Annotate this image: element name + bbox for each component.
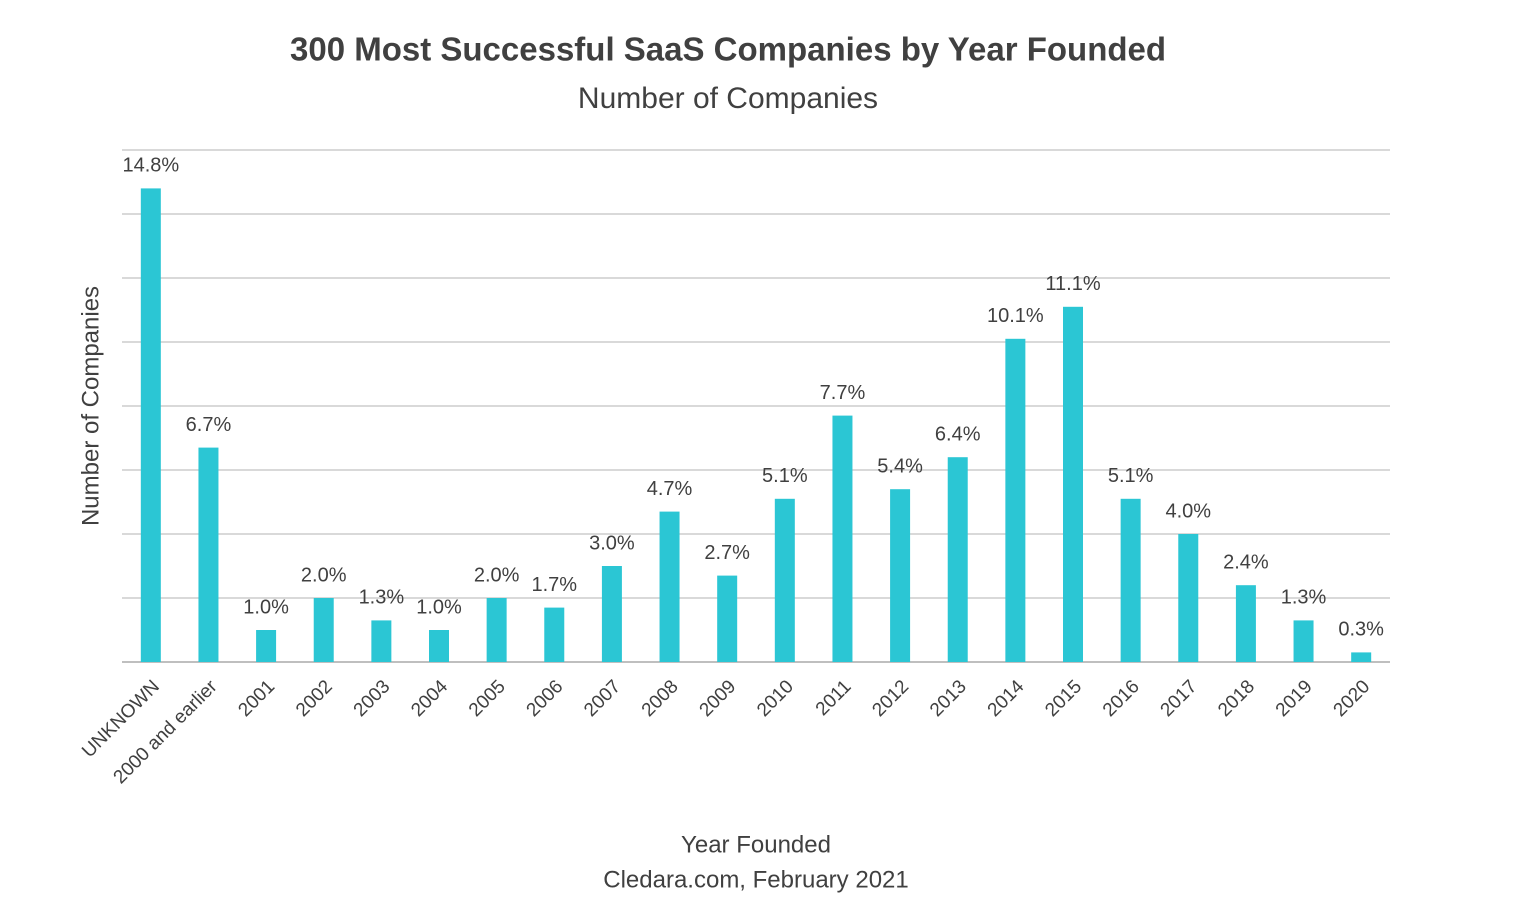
value-label: 2.0%: [474, 564, 520, 586]
x-tick-label: 2014: [984, 676, 1029, 721]
y-axis-title: Number of Companies: [77, 286, 104, 526]
value-label: 5.1%: [1108, 465, 1154, 487]
x-tick-label: 2015: [1041, 676, 1086, 721]
value-label: 2.4%: [1223, 551, 1269, 573]
value-label: 6.7%: [186, 414, 232, 436]
bar: [1063, 306, 1083, 662]
bar: [256, 630, 277, 662]
bar: [774, 498, 795, 662]
bar: [1293, 620, 1314, 662]
bar: [717, 575, 738, 662]
value-label: 11.1%: [1045, 273, 1100, 295]
x-tick-label: 2005: [465, 676, 510, 721]
x-axis-title: Year Founded: [681, 831, 831, 858]
bar: [544, 607, 565, 662]
value-label: 7.7%: [820, 382, 866, 404]
value-label: 1.7%: [531, 574, 577, 596]
value-label: 1.0%: [243, 596, 289, 618]
bar: [371, 620, 392, 662]
bar: [1005, 338, 1026, 662]
bar: [486, 598, 507, 662]
bar: [140, 188, 161, 662]
bar: [832, 415, 853, 662]
bar: [1120, 498, 1141, 662]
x-tick-label: 2012: [868, 676, 913, 721]
bar: [1178, 534, 1199, 662]
value-label: 14.8%: [122, 155, 179, 177]
x-tick-label: 2013: [926, 676, 971, 721]
value-label: 1.3%: [359, 587, 405, 609]
x-tick-label: 2016: [1099, 676, 1144, 721]
value-label: 5.4%: [877, 455, 923, 477]
bar: [198, 447, 219, 662]
x-tick-label: 2000 and earlier: [110, 676, 222, 788]
value-label: 1.0%: [416, 596, 462, 618]
value-label: 6.4%: [935, 423, 981, 445]
x-tick-label: 2010: [753, 676, 798, 721]
value-label: 4.0%: [1165, 500, 1211, 522]
x-tick-label: 2018: [1214, 676, 1259, 721]
value-label: 10.1%: [987, 305, 1044, 327]
x-tick-label: 2003: [350, 676, 395, 721]
bar: [313, 598, 334, 662]
x-tick-label: 2020: [1330, 676, 1375, 721]
x-tick-label: 2006: [523, 676, 568, 721]
value-label: 2.7%: [704, 542, 750, 564]
chart-title: 300 Most Successful SaaS Companies by Ye…: [290, 31, 1166, 68]
bar: [890, 489, 911, 662]
x-tick-label: 2008: [638, 676, 683, 721]
bar: [1351, 652, 1372, 662]
x-tick-label: 2002: [292, 676, 337, 721]
bar: [429, 630, 449, 662]
bar: [1235, 585, 1256, 662]
value-label: 5.1%: [762, 465, 808, 487]
chart-subtitle: Number of Companies: [578, 82, 878, 115]
bar: [947, 457, 968, 662]
x-tick-label: 2001: [234, 676, 279, 721]
value-label: 4.7%: [647, 478, 693, 500]
x-tick-label: 2009: [696, 676, 741, 721]
value-label: 1.3%: [1281, 587, 1327, 609]
value-label: 2.0%: [301, 564, 347, 586]
source-note: Cledara.com, February 2021: [603, 866, 908, 893]
value-label: 3.0%: [589, 532, 635, 554]
x-tick-label: 2011: [812, 676, 856, 720]
x-tick-label: 2017: [1157, 676, 1202, 721]
value-label: 0.3%: [1338, 619, 1384, 641]
x-tick-label: 2004: [407, 676, 452, 721]
x-tick-label: 2007: [580, 676, 625, 721]
bar: [601, 566, 622, 662]
x-tick-label: 2019: [1272, 676, 1317, 721]
bar: [659, 511, 680, 662]
